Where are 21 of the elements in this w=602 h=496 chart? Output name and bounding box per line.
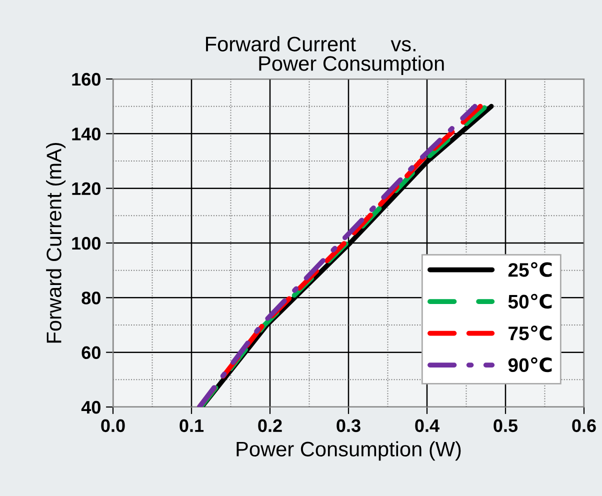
x-tick-label: 0.2 — [258, 419, 282, 432]
y-tick-label: 140 — [72, 128, 100, 140]
y-axis-title: Forward Current (mA) — [46, 143, 66, 343]
x-tick-label: 0.6 — [572, 419, 596, 432]
y-tick-label: 60 — [82, 346, 100, 360]
y-tick-label: 120 — [72, 182, 100, 196]
y-tick-label: 100 — [72, 236, 100, 250]
legend-label: 75℃ — [508, 326, 552, 340]
y-tick-label: 40 — [81, 400, 100, 414]
x-tick-label: 0.5 — [494, 419, 518, 432]
chart-title: Forward Current vs. Power Consumption — [206, 36, 444, 75]
x-tick-label: 0.4 — [415, 419, 440, 432]
y-tick-label: 160 — [72, 72, 100, 86]
y-tick-label: 80 — [82, 292, 100, 304]
legend-label: 25℃ — [508, 262, 552, 277]
legend-label: 50℃ — [508, 294, 552, 309]
legend-label: 90℃ — [508, 357, 552, 372]
x-tick-label: 0.3 — [336, 419, 360, 432]
x-axis-title: Power Consumption (W) — [236, 441, 461, 461]
x-tick-label: 0.0 — [101, 419, 125, 432]
x-tick-label: 0.1 — [180, 419, 204, 432]
